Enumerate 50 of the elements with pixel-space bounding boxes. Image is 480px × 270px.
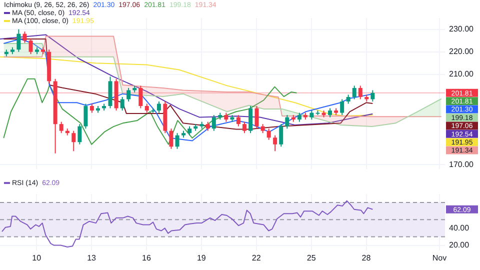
candlestick <box>78 124 82 145</box>
candlestick <box>175 132 180 150</box>
candlestick <box>340 98 344 116</box>
y-tick-label: 220.00 <box>449 47 474 56</box>
x-tick-label: 28 <box>362 253 372 262</box>
x-tick-label: 13 <box>87 253 97 262</box>
candlestick <box>310 110 314 120</box>
candlestick <box>120 96 124 112</box>
candlestick <box>169 128 174 150</box>
candlestick <box>358 85 362 100</box>
x-tick-label: 22 <box>252 253 262 262</box>
candlestick <box>188 126 192 136</box>
candlestick <box>156 101 161 114</box>
candlestick <box>260 124 265 134</box>
candlestick <box>16 28 21 52</box>
candlestick <box>84 103 88 130</box>
candlestick <box>285 114 290 130</box>
candlestick <box>236 114 240 127</box>
candlestick <box>59 121 64 134</box>
y-tick-label: 40.00 <box>449 223 470 232</box>
x-tick-label: 10 <box>32 253 42 262</box>
x-tick-label: 25 <box>306 253 316 262</box>
candlestick <box>254 106 259 130</box>
candlestick <box>248 106 253 134</box>
candlestick <box>90 103 94 114</box>
candlestick <box>273 134 278 152</box>
candlestick <box>126 87 131 102</box>
candlestick <box>352 85 356 100</box>
candlestick <box>346 94 350 104</box>
candlestick <box>212 114 216 132</box>
y-tick-label: 210.00 <box>449 70 474 79</box>
x-tick-label: Nov <box>432 253 447 262</box>
candlestick <box>22 31 27 44</box>
candlestick <box>72 130 76 152</box>
x-tick-label: 16 <box>142 253 152 262</box>
candlestick <box>28 38 33 55</box>
candlestick <box>279 124 284 148</box>
x-tick-label: 19 <box>196 253 206 262</box>
candlestick <box>144 103 149 114</box>
candlestick <box>242 121 246 134</box>
candlestick <box>297 112 302 122</box>
candlestick <box>370 90 375 102</box>
y-tick-label: 170.00 <box>449 160 474 169</box>
candlestick <box>138 85 143 109</box>
y-tick-label: 20.00 <box>449 240 470 250</box>
candlestick <box>224 112 228 122</box>
y-tick-label: 230.00 <box>449 24 474 34</box>
candlestick <box>266 128 271 140</box>
candlestick <box>206 121 210 132</box>
candlestick <box>328 108 332 118</box>
